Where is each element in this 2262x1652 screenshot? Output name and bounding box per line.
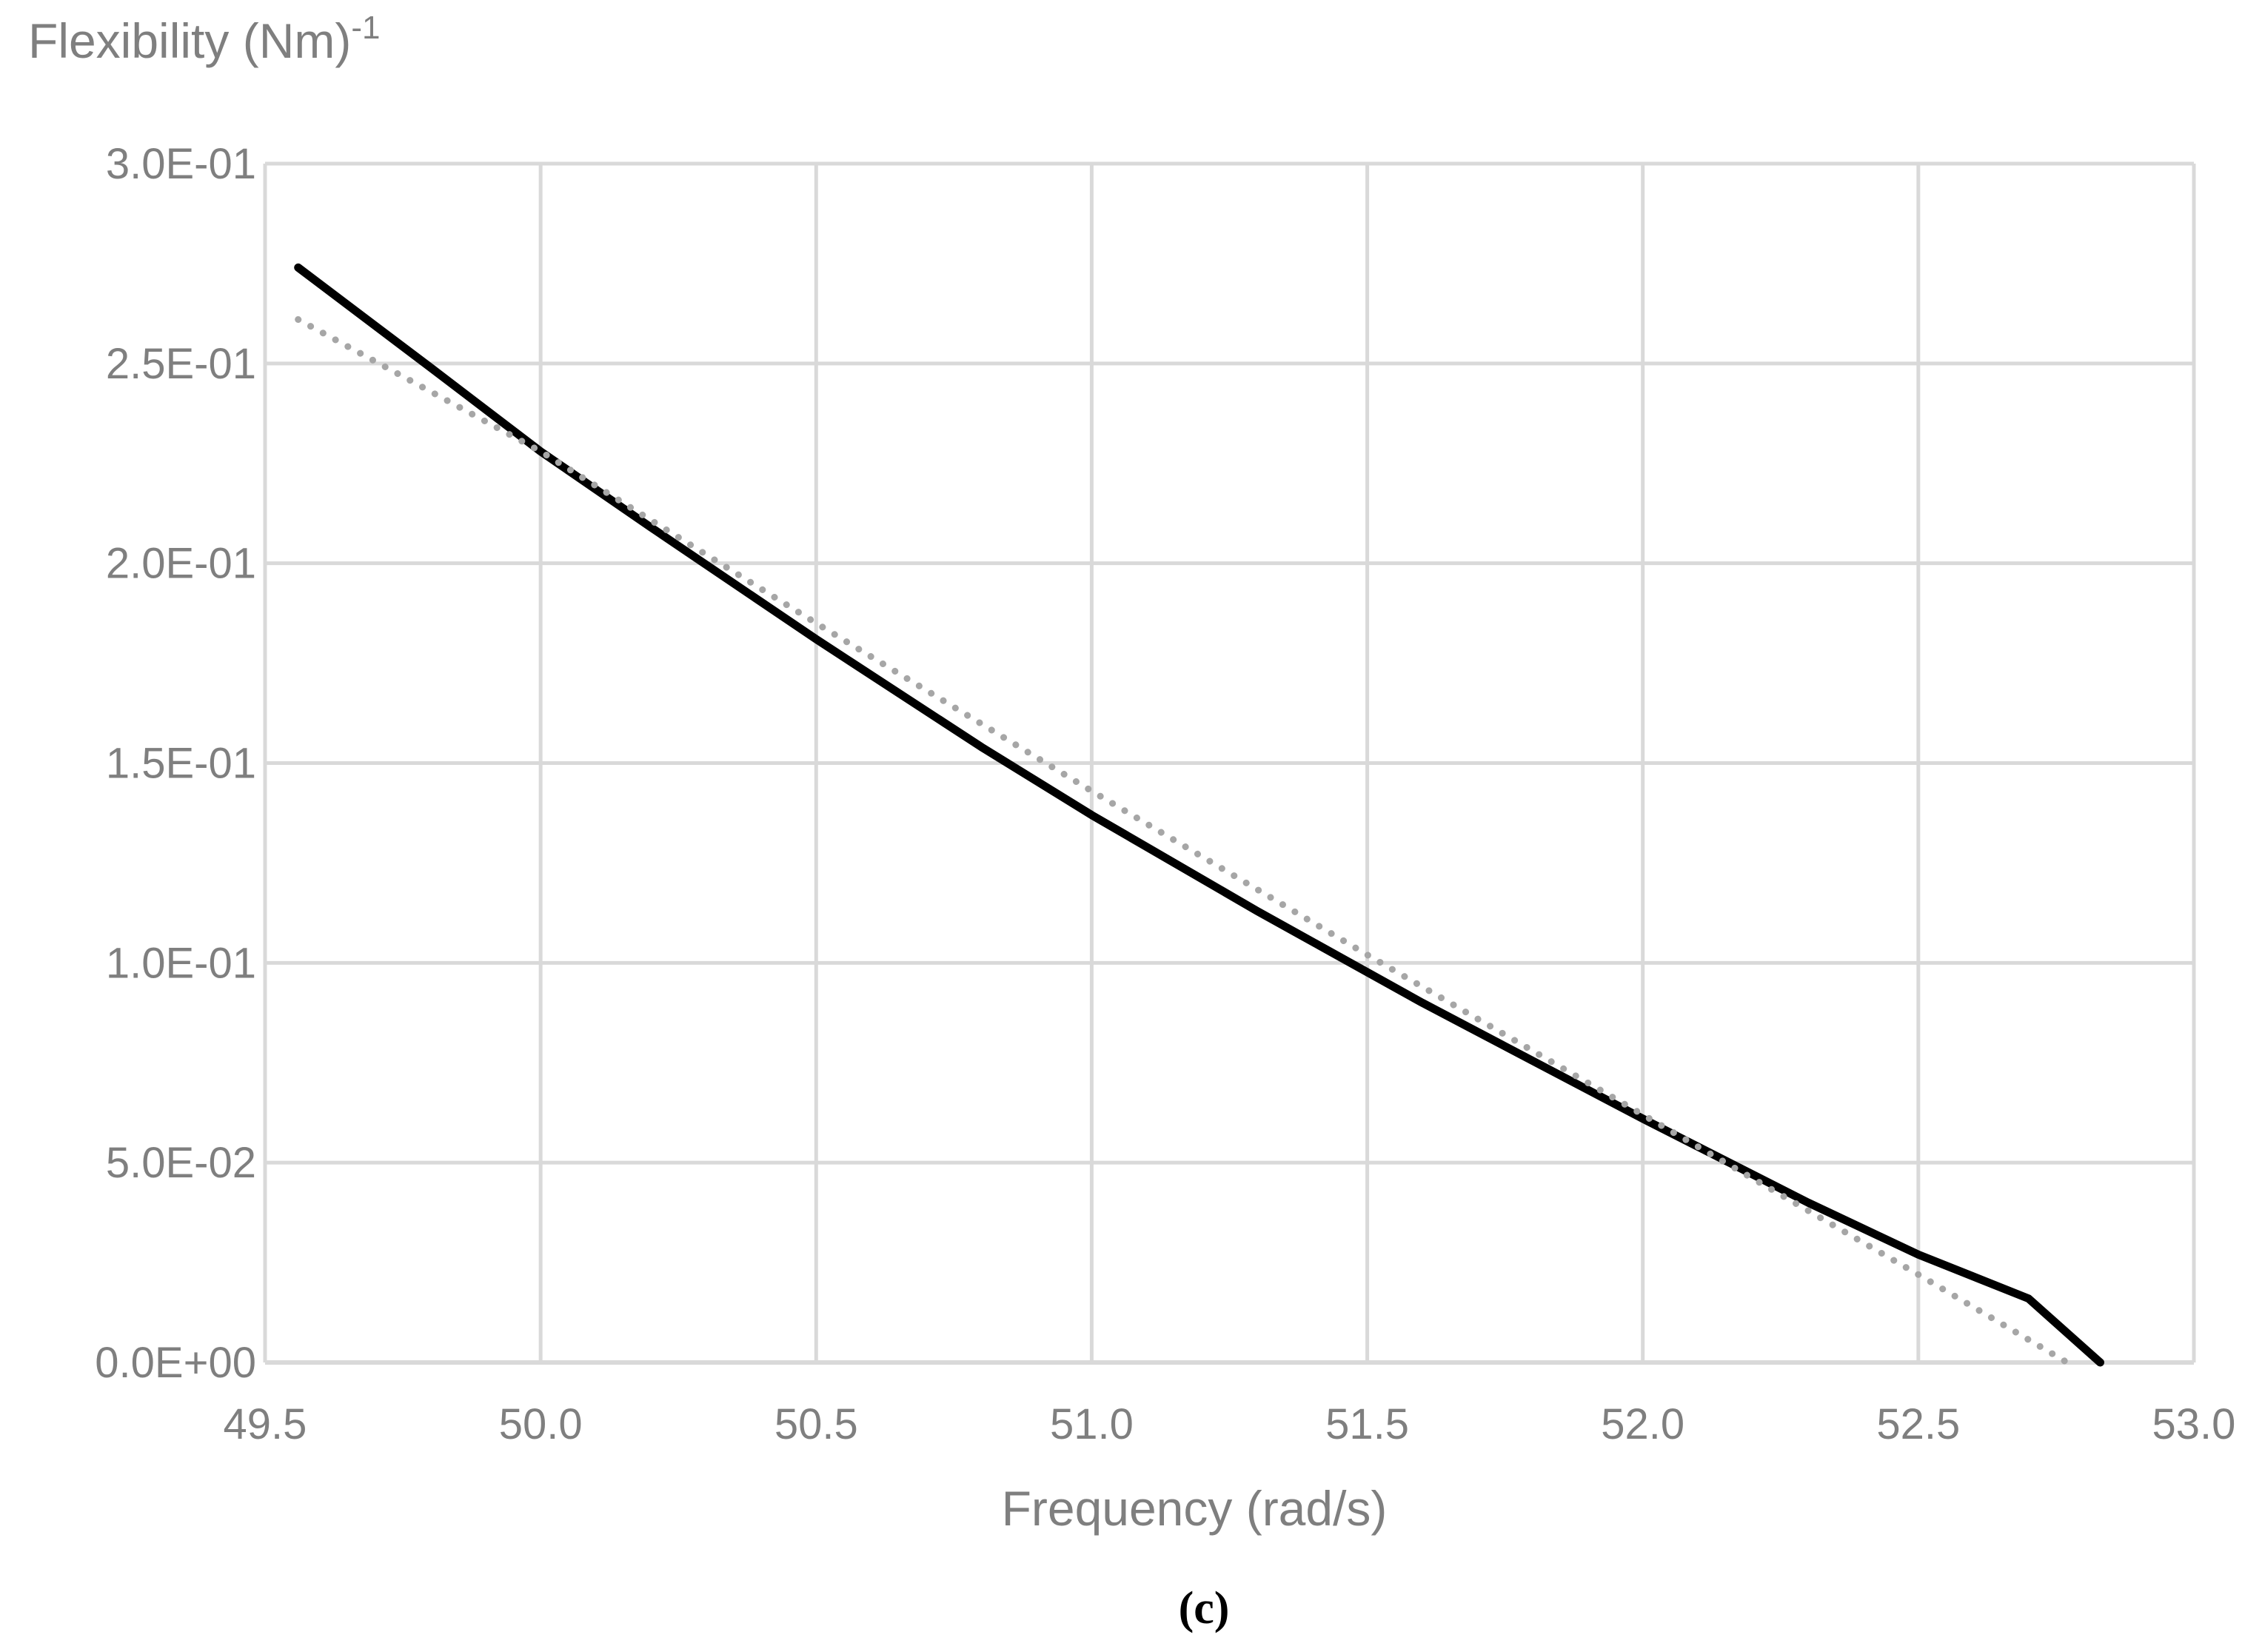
x-tick-label: 50.0 [499,1400,583,1448]
tick-labels: 49.5 50.0 50.5 51.0 51.5 52.0 52.5 53.0 0.0E+00 5… [95,140,2235,1448]
series-line-0 [294,263,2104,1367]
x-tick-label: 52.5 [1876,1400,1960,1448]
x-tick-label: 52.0 [1601,1400,1684,1448]
y-tick-label: 3.0E-01 [106,140,256,188]
y-tick-label: 5.0E-02 [106,1139,256,1187]
x-axis-title: Frequency (rad/s) [1002,1481,1388,1536]
y-axis-title-superscript: -1 [351,10,380,46]
y-axis-title-text: Flexibility (Nm) [28,13,351,68]
y-tick-label: 0.0E+00 [95,1339,256,1387]
y-tick-label: 2.5E-01 [106,340,256,388]
x-tick-label: 51.5 [1325,1400,1409,1448]
x-tick-label: 49.5 [224,1400,307,1448]
x-tick-label: 50.5 [774,1400,858,1448]
panel-label: (c) [1179,1583,1230,1633]
series-group [294,263,2104,1367]
y-tick-label: 2.0E-01 [106,540,256,588]
x-tick-label: 51.0 [1050,1400,1134,1448]
y-tick-label: 1.5E-01 [106,740,256,788]
series-line-1 [295,316,2071,1366]
y-tick-label: 1.0E-01 [106,939,256,987]
grid [263,161,2196,1365]
x-tick-label: 53.0 [2152,1400,2236,1448]
y-axis-title: Flexibility (Nm)-1 [28,10,380,68]
